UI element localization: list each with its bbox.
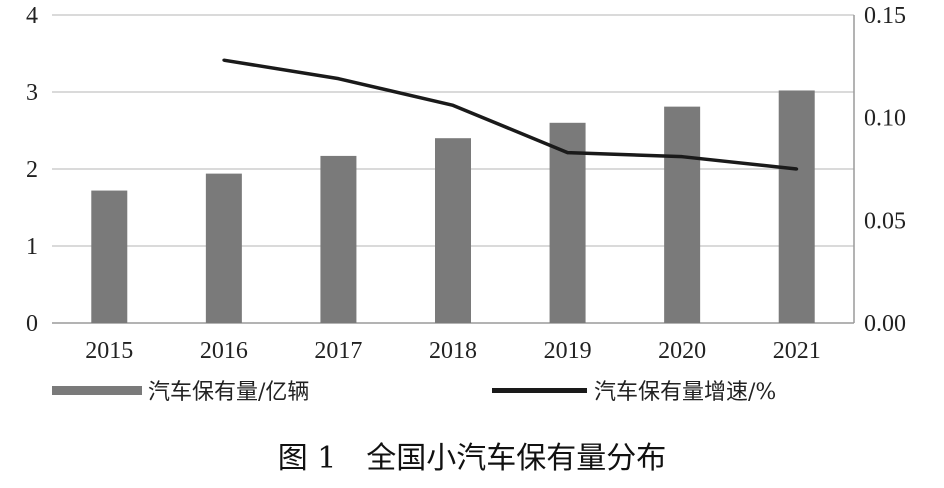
x-tick-label: 2019	[544, 338, 592, 364]
line-point	[336, 77, 340, 81]
left-tick-label: 3	[26, 80, 38, 106]
right-tick-label: 0.05	[864, 208, 906, 234]
bar	[320, 155, 357, 323]
bar	[778, 90, 815, 324]
right-axis-ticks: 0.00 0.05 0.10 0.15	[864, 3, 906, 337]
bar	[549, 122, 586, 323]
legend-swatch-bar	[52, 386, 142, 395]
right-tick-label: 0.00	[864, 311, 906, 337]
left-axis-ticks: 0 1 2 3 4	[26, 3, 38, 337]
left-tick-label: 0	[26, 311, 38, 337]
left-tick-label: 1	[26, 234, 38, 260]
legend-label-bar: 汽车保有量/亿辆	[148, 380, 309, 405]
line-point	[680, 155, 684, 159]
series-line	[223, 58, 797, 171]
line-point	[451, 103, 455, 107]
x-tick-label: 2017	[314, 338, 362, 364]
x-tick-label: 2020	[658, 338, 706, 364]
x-tick-label: 2021	[773, 338, 821, 364]
line-series	[222, 58, 799, 171]
x-axis-ticks: 2015 2016 2017 2018 2019 2020 2021	[85, 338, 820, 364]
x-tick-label: 2018	[429, 338, 477, 364]
line-point	[795, 167, 799, 171]
right-tick-label: 0.10	[864, 106, 906, 132]
figure-caption: 图 1 全国小汽车保有量分布	[278, 441, 667, 476]
line-point	[566, 151, 570, 155]
legend-label-line: 汽车保有量增速/%	[594, 380, 776, 405]
left-tick-label: 2	[26, 157, 38, 183]
bar	[435, 138, 471, 323]
legend: 汽车保有量/亿辆 汽车保有量增速/%	[52, 380, 776, 405]
bar	[205, 173, 242, 323]
x-tick-label: 2016	[200, 338, 248, 364]
legend-swatch-line	[492, 388, 587, 393]
x-tick-label: 2015	[85, 338, 133, 364]
bar	[664, 106, 701, 323]
right-tick-label: 0.15	[864, 3, 906, 29]
line-point	[222, 58, 226, 62]
left-tick-label: 4	[26, 3, 38, 29]
bar	[91, 190, 128, 323]
bar-series	[91, 90, 815, 324]
